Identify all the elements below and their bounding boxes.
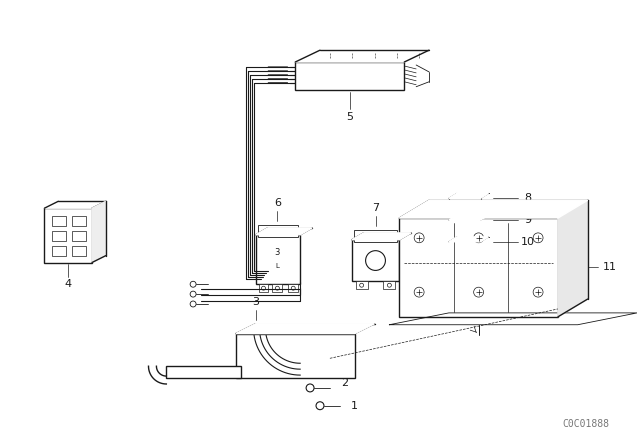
Text: 2: 2	[341, 378, 348, 388]
Polygon shape	[295, 50, 429, 62]
Polygon shape	[399, 200, 588, 218]
Circle shape	[267, 271, 272, 276]
Circle shape	[262, 326, 268, 332]
Bar	[383, 281, 396, 289]
Bar	[288, 284, 298, 292]
Bar	[259, 284, 268, 292]
Text: 3: 3	[252, 297, 259, 307]
Circle shape	[468, 203, 473, 208]
Polygon shape	[558, 200, 588, 317]
Circle shape	[316, 326, 322, 332]
Text: 9: 9	[525, 215, 532, 225]
Bar	[255, 235, 300, 284]
Circle shape	[280, 326, 286, 332]
Circle shape	[474, 287, 484, 297]
Bar	[468, 200, 488, 206]
Circle shape	[275, 286, 279, 290]
Bar	[449, 242, 481, 256]
Text: 5: 5	[346, 112, 353, 122]
Circle shape	[360, 283, 364, 287]
Bar	[236, 334, 355, 378]
Circle shape	[454, 246, 460, 251]
Circle shape	[263, 275, 268, 280]
Bar	[166, 366, 241, 378]
Text: C0C01888: C0C01888	[563, 419, 610, 430]
Bar	[72, 231, 86, 241]
Circle shape	[533, 287, 543, 297]
Text: L: L	[275, 263, 279, 269]
Bar	[449, 198, 481, 212]
Circle shape	[533, 233, 543, 243]
Bar	[72, 216, 86, 226]
Circle shape	[468, 246, 473, 251]
Bar	[52, 216, 66, 226]
Polygon shape	[449, 194, 488, 198]
Circle shape	[298, 326, 304, 332]
Polygon shape	[44, 201, 106, 208]
Circle shape	[291, 286, 295, 290]
Circle shape	[262, 286, 266, 290]
Circle shape	[306, 384, 314, 392]
Circle shape	[468, 224, 473, 229]
Polygon shape	[389, 313, 637, 325]
Polygon shape	[236, 324, 374, 334]
Circle shape	[190, 281, 196, 287]
Text: 10: 10	[521, 237, 535, 247]
Circle shape	[261, 277, 266, 282]
Text: 4: 4	[65, 279, 72, 289]
Text: 7: 7	[372, 203, 379, 213]
Polygon shape	[449, 215, 488, 220]
Polygon shape	[92, 201, 106, 263]
Bar	[449, 220, 481, 234]
Bar	[257, 225, 298, 237]
Polygon shape	[352, 233, 412, 240]
Circle shape	[316, 402, 324, 409]
Text: 8: 8	[525, 194, 532, 203]
Circle shape	[454, 224, 460, 229]
Circle shape	[387, 283, 392, 287]
Bar	[52, 246, 66, 256]
Bar	[439, 200, 459, 206]
Bar	[295, 62, 404, 90]
Text: 11: 11	[602, 263, 616, 272]
Text: 6: 6	[274, 198, 281, 208]
Circle shape	[365, 251, 385, 271]
Polygon shape	[255, 228, 312, 235]
Circle shape	[190, 301, 196, 307]
Bar	[356, 281, 367, 289]
Circle shape	[474, 233, 484, 243]
Circle shape	[454, 203, 460, 208]
Text: 1: 1	[351, 401, 358, 411]
Bar	[52, 231, 66, 241]
Bar	[499, 200, 518, 206]
Bar	[72, 246, 86, 256]
Text: 3: 3	[275, 248, 280, 257]
Bar	[44, 208, 92, 263]
Polygon shape	[449, 237, 488, 242]
Circle shape	[190, 291, 196, 297]
Bar	[354, 230, 397, 242]
Circle shape	[265, 273, 270, 278]
Circle shape	[269, 269, 274, 274]
Bar	[399, 218, 558, 317]
Circle shape	[414, 233, 424, 243]
Bar	[273, 284, 282, 292]
Circle shape	[414, 287, 424, 297]
Bar	[352, 240, 399, 281]
